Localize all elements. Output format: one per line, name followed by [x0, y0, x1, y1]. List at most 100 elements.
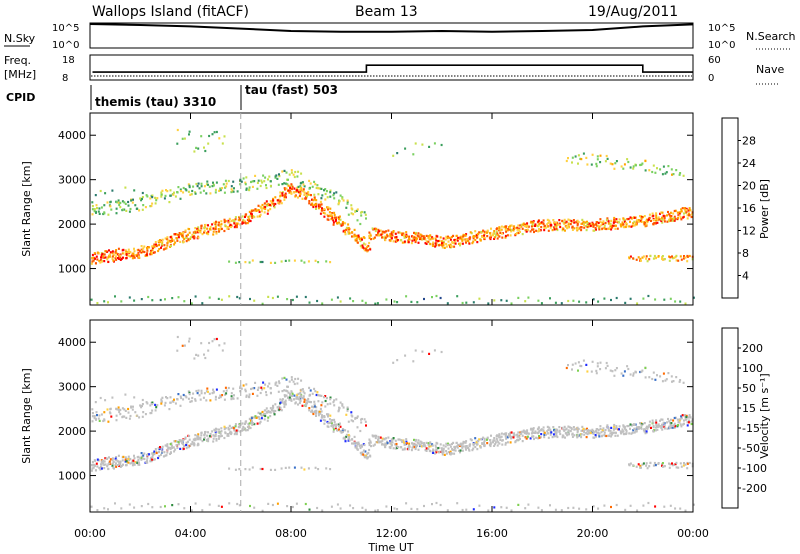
velocity-point — [594, 433, 597, 437]
power-point — [676, 211, 679, 214]
velocity-point — [148, 453, 151, 456]
velocity-point — [679, 507, 682, 510]
velocity-point — [524, 430, 527, 433]
velocity-point — [175, 440, 178, 443]
power-point — [568, 219, 571, 222]
velocity-point — [291, 392, 294, 395]
power-point — [493, 232, 496, 235]
power-point — [152, 251, 155, 254]
power-point — [263, 202, 266, 205]
power-point — [161, 189, 164, 192]
velocity-point — [203, 433, 206, 437]
power-point — [177, 234, 180, 237]
velocity-point — [670, 426, 673, 429]
power-point — [563, 222, 566, 225]
power-point — [635, 258, 638, 261]
velocity-point — [177, 393, 180, 396]
power-point — [639, 257, 642, 260]
velocity-point — [219, 435, 222, 438]
power-point — [91, 253, 94, 257]
velocity-point — [604, 367, 607, 370]
power-point — [432, 242, 435, 246]
velocity-point — [472, 447, 475, 450]
velocity-point — [279, 401, 282, 404]
velocity-point — [217, 504, 220, 507]
velocity-point — [501, 443, 504, 446]
power-ytick-label: 1000 — [58, 263, 86, 276]
power-point — [384, 239, 387, 242]
power-point — [680, 258, 683, 261]
velocity-point — [272, 406, 275, 409]
power-point — [205, 183, 208, 186]
power-point — [596, 158, 599, 161]
power-point — [652, 223, 655, 226]
power-point — [489, 234, 492, 237]
velocity-point — [624, 432, 627, 436]
velocity-point — [549, 504, 551, 507]
velocity-point — [471, 449, 474, 452]
velocity-point — [251, 387, 254, 390]
velocity-point — [483, 437, 486, 440]
velocity-point — [166, 443, 169, 446]
velocity-point — [627, 367, 630, 371]
power-point — [281, 183, 284, 186]
power-point — [655, 212, 658, 215]
velocity-point — [438, 451, 441, 454]
velocity-point — [643, 422, 646, 425]
power-point — [347, 223, 350, 226]
power-point — [624, 225, 627, 229]
power-point — [197, 230, 200, 233]
velocity-cbar-tick-label: -50 — [742, 442, 760, 455]
velocity-point — [624, 508, 627, 511]
power-point — [647, 218, 650, 222]
velocity-point — [347, 430, 350, 433]
power-point — [223, 191, 226, 194]
velocity-point — [96, 414, 98, 417]
power-point — [465, 233, 468, 236]
velocity-point — [672, 419, 675, 422]
velocity-cbar-tick-label: 50 — [742, 382, 756, 395]
velocity-point — [497, 441, 500, 444]
power-point — [551, 229, 554, 232]
velocity-point — [242, 384, 245, 387]
velocity-point — [685, 415, 688, 419]
velocity-point — [424, 449, 427, 452]
velocity-point — [411, 446, 414, 449]
velocity-point — [671, 424, 674, 427]
power-point — [412, 238, 415, 241]
power-point — [227, 179, 230, 183]
velocity-point — [188, 391, 191, 394]
velocity-point — [508, 434, 511, 437]
power-point — [637, 219, 640, 222]
velocity-point — [241, 429, 244, 432]
velocity-point — [95, 462, 98, 465]
velocity-point — [307, 400, 310, 403]
velocity-point — [620, 432, 623, 435]
power-point — [678, 173, 681, 176]
power-point — [300, 172, 303, 175]
power-point — [650, 219, 652, 222]
velocity-point — [228, 428, 231, 431]
velocity-point — [669, 421, 672, 424]
power-point — [685, 208, 688, 212]
power-point — [207, 183, 209, 186]
power-point — [615, 160, 618, 163]
power-point — [145, 194, 148, 197]
power-point — [248, 261, 251, 264]
power-point — [517, 296, 520, 299]
power-point — [111, 189, 114, 192]
power-point — [178, 232, 181, 235]
power-point — [562, 221, 565, 224]
power-point — [189, 193, 192, 196]
velocity-point — [229, 430, 232, 433]
power-point — [675, 259, 678, 262]
velocity-point — [590, 429, 593, 432]
power-point — [596, 224, 599, 227]
velocity-point — [559, 432, 562, 436]
velocity-point — [398, 438, 401, 441]
cpid-row: CPID themis (tau) 3310 tau (fast) 503 — [6, 83, 338, 110]
power-point — [276, 199, 279, 202]
power-point — [191, 189, 194, 193]
power-point — [228, 217, 231, 220]
velocity-point — [182, 439, 185, 442]
